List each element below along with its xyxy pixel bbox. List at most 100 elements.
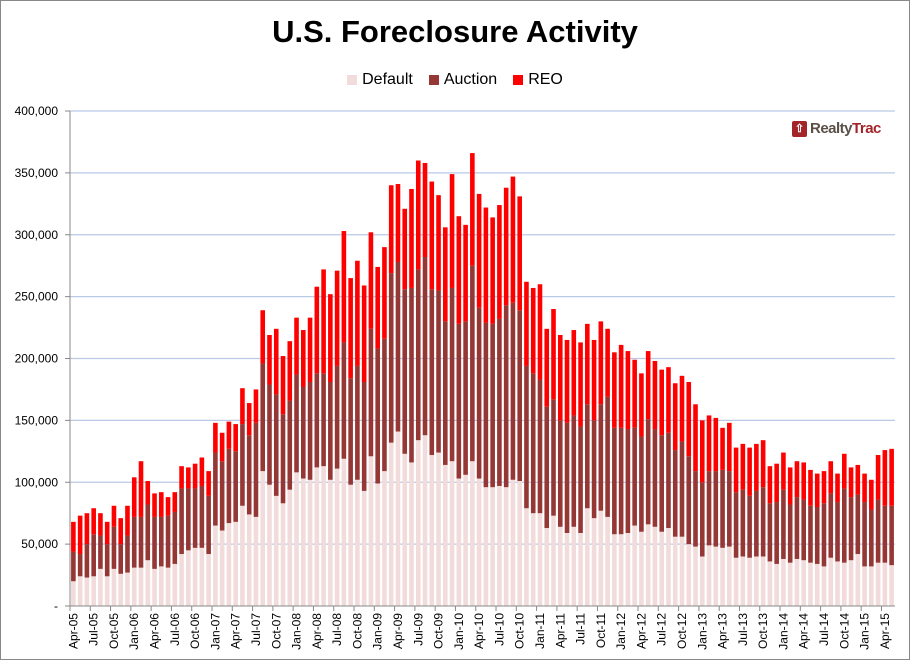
legend-label-default: Default [362,71,413,88]
bar-auction [402,289,408,454]
bar-auction [483,322,489,488]
bar-reo [429,181,435,290]
bar-auction [348,378,353,485]
bar-reo [395,184,401,262]
x-tick-label: Oct-12 [675,613,689,649]
x-tick-label: Oct-13 [756,613,770,649]
bar-default [375,483,380,606]
bar-auction [192,488,198,548]
y-tick-label: 350,000 [15,166,59,180]
bar-reo [111,505,117,527]
bar-default [767,561,773,606]
bar-reo [77,515,83,555]
bar-auction [747,495,752,558]
bar-default [760,556,766,606]
bar-auction [787,504,793,563]
legend-label-reo: REO [528,71,563,88]
bar-default [280,503,286,606]
bar-default [145,560,151,606]
bar-default [598,510,604,606]
bar-default [483,487,489,606]
bar-auction [679,441,685,537]
bar-reo [179,466,184,489]
bar-default [639,531,644,606]
bar-reo [848,467,854,498]
bar-reo [422,162,428,258]
bar-default [328,479,333,606]
bar-reo [409,188,414,288]
bar-reo [754,443,759,491]
bar-reo [835,473,840,503]
bar-default [591,518,597,606]
bar-reo [612,352,617,428]
bar-reo [524,281,529,366]
bar-auction [158,516,164,567]
x-tick-label: Apr-06 [148,613,162,649]
y-tick-label: 100,000 [15,475,59,489]
x-tick-label: Apr-07 [229,613,243,649]
bar-auction [104,544,110,577]
bar-default [77,576,83,606]
bar-auction [767,503,773,562]
bar-reo [125,505,130,536]
bar-auction [875,499,881,563]
bar-auction [118,544,124,574]
bar-reo [666,367,671,433]
bar-default [395,431,401,606]
bar-reo [578,342,583,427]
bar-default [334,468,340,606]
bar-reo [699,420,705,483]
x-tick-label: Jul-05 [87,613,101,646]
legend-swatch-default [347,75,358,85]
bar-auction [699,482,705,557]
bar-reo [314,286,320,374]
y-tick-label: 250,000 [15,290,59,304]
bar-auction [125,535,130,573]
bar-auction [307,382,313,480]
bar-auction [517,310,522,482]
bar-default [720,547,725,606]
bar-reo [206,471,211,496]
bar-default [517,481,522,606]
bar-auction [77,554,83,577]
bar-reo [476,193,482,308]
bar-reo [571,330,577,416]
bar-reo [415,160,421,270]
bar-reo [334,270,340,366]
bar-reo [591,339,597,421]
bar-auction [612,427,617,535]
bar-default [476,478,482,606]
bar-auction [490,323,495,488]
x-tick-label: Jul-11 [574,613,588,645]
bar-auction [463,321,468,475]
bar-reo [720,427,725,470]
bar-reo [483,207,489,323]
bar-default [862,566,867,606]
bar-default [409,462,414,606]
bar-default [470,461,475,606]
bar-auction [388,273,394,443]
bar-auction [706,471,712,546]
bar-default [246,514,252,606]
bar-auction [226,448,232,524]
bar-default [578,532,583,606]
bar-reo [787,467,793,505]
logo-text-trac: Trac [852,120,881,137]
bar-auction [98,535,103,569]
bar-auction [618,427,624,535]
bar-auction [693,471,698,547]
bar-reo [760,440,766,488]
bar-reo [862,473,867,503]
bar-reo [882,450,888,506]
y-tick-label: 400,000 [15,104,59,118]
bar-reo [267,334,272,385]
bar-default [530,513,536,606]
bar-reo [71,521,76,552]
bar-default [71,581,76,606]
bar-reo [767,466,773,504]
bar-default [131,567,137,606]
bar-reo [686,382,692,457]
bar-auction [71,551,76,582]
bar-default [808,562,813,606]
x-tick-label: Apr-15 [878,613,892,649]
